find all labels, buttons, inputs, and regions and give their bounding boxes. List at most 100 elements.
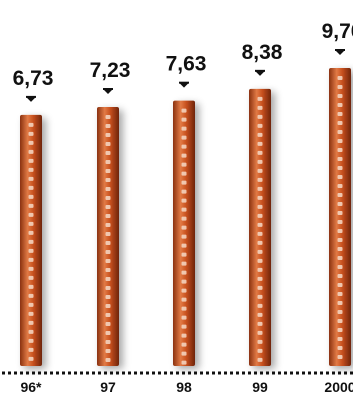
bar-dot [337,220,343,224]
bar-dot [337,76,343,80]
x-tick-label: 97 [100,379,116,395]
value-marker-bar [103,88,113,90]
bar-dot [105,169,111,173]
x-axis: 96* 97 98 99 2000 [2,371,353,395]
bar-dot [181,135,187,140]
bar-body [249,88,271,366]
x-tick-label: 99 [252,379,268,395]
bar-dot [337,85,343,89]
bar-dot [257,105,263,110]
value-marker-bar [335,49,345,51]
bar-dot [28,158,34,163]
value-marker-icon [335,50,345,55]
value-labels-layer: 6,73 7,23 7,63 8,38 9,70 [13,20,353,102]
bar-dot [105,232,111,236]
bar-dot [181,207,187,212]
bar-dot [28,221,34,226]
bar-dot [181,333,187,338]
bar-dot [337,328,343,332]
bar-dot [181,360,187,365]
bar-dot [257,114,263,119]
bar-dot [105,124,111,128]
bar-dot [181,243,187,248]
bar-dot [337,94,343,98]
bar-dot [257,213,263,218]
value-marker-icon [255,70,265,76]
bar-dot [181,198,187,203]
bar-dot [181,234,187,239]
bar-dot [337,337,343,341]
bar-dot [105,259,111,263]
bar-dot [337,103,343,107]
bar-dot [257,132,263,137]
bar-dot [105,205,111,209]
bar-dot [257,312,263,317]
bar-dot [257,195,263,200]
bar-dot [105,277,111,281]
bar-dot [181,315,187,320]
bar-dot [28,185,34,190]
bar-dot [337,121,343,125]
bar-dot [337,148,343,152]
bar-dot [181,270,187,275]
bar-dot [28,311,34,316]
bar-dot [257,168,263,173]
bar-dot [257,204,263,209]
bar-dot [105,178,111,182]
bar-body [173,100,195,367]
bar-dot [257,294,263,299]
bar-dot [257,285,263,290]
bar-dot [28,122,34,127]
bar-dot [181,189,187,194]
bar-dot [337,193,343,197]
bar-dot [28,257,34,262]
bar-dot [105,133,111,137]
bar-dot [337,166,343,170]
bar-dot [337,292,343,296]
value-marker-icon [179,82,189,88]
bar-dot [181,297,187,302]
bar-dot [28,239,34,244]
bar-dot [105,322,111,326]
bar-dot [337,175,343,179]
data-label: 7,63 [166,53,207,76]
bar-dot [105,115,111,119]
bar-dot [28,194,34,199]
bar-dot [28,230,34,235]
bar-dot [257,303,263,308]
bar-dot [181,261,187,266]
data-label: 6,73 [13,67,54,90]
bar-dot [28,266,34,271]
bar [249,88,271,366]
bar-dot [28,167,34,172]
bar-dot [28,176,34,181]
bar-dot [257,339,263,344]
value-marker-bar [26,95,36,98]
bar-dot [337,112,343,116]
bar [173,100,195,367]
bar-dot [28,212,34,217]
bar-dot [28,131,34,136]
bar-dot [257,231,263,236]
bar-dot [257,321,263,326]
bar-dot [257,186,263,191]
bar-dot [337,346,343,350]
bar-dot [337,247,343,251]
bar-dot [105,151,111,155]
x-tick-label: 98 [176,379,192,395]
bar-dot [257,267,263,272]
bar-dot [181,162,187,167]
bar-dot [257,96,263,101]
bar-dot [28,203,34,208]
bar-dot [28,140,34,145]
bar-dot [181,216,187,221]
bar [329,68,351,366]
value-marker-icon [26,96,36,102]
bar-dot [337,184,343,188]
x-tick-label: 2000 [324,379,353,395]
bar-dot [257,249,263,254]
bar-dot [337,139,343,143]
bar-dot [257,222,263,227]
bar-dot [181,306,187,311]
bar-dot [337,202,343,206]
